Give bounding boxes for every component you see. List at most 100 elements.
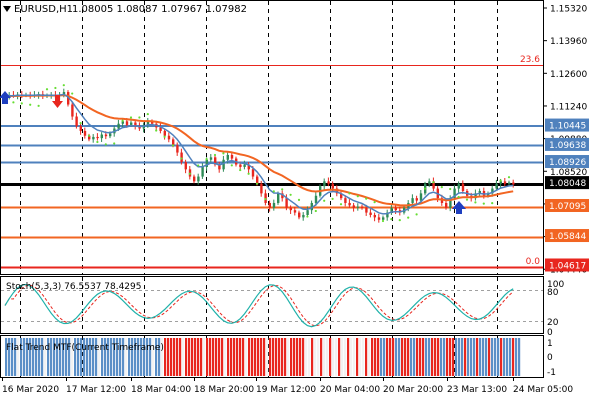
candle-body [314,195,318,203]
candle-body [71,104,74,117]
hist-bar [26,338,29,376]
candle-body [130,122,133,125]
sar-dot [239,168,242,172]
hist-bar [305,338,308,376]
stoch-scale-0: 0 [547,328,553,338]
sar-dot [213,153,217,157]
hist-bar [374,338,377,376]
sar-dot [54,86,57,90]
hist-bar [458,338,461,376]
sar-dot [449,187,452,191]
stoch-scale-100: 100 [547,280,564,290]
price-tag: 1.10445 [549,122,586,132]
candle-body [226,154,229,160]
symbol-dropdown-icon[interactable] [3,6,11,12]
price-tag: 1.08926 [549,158,586,168]
sar-dot [381,219,385,223]
hist-bar [254,338,257,376]
sar-dot [113,142,116,145]
hist-bar [335,338,338,376]
sar-dot [12,101,15,104]
sar-dot [247,172,250,175]
hist-bar [431,338,434,376]
candle-body [167,135,171,140]
hist-bar [233,338,236,376]
hist-bar [275,338,278,376]
candle-body [495,183,498,189]
sar-dot [432,181,435,184]
hist-bar [77,338,80,376]
hist-bar [182,338,185,376]
hist-bar [155,338,158,376]
symbol-timeframe[interactable]: EURUSD,H1 [14,4,73,15]
hist-bar [260,338,263,376]
candle-body [285,198,288,208]
main-chart-frame[interactable] [0,0,544,275]
flat-trend-histogram[interactable] [5,338,521,376]
candle-body [138,126,141,129]
hist-bar [428,338,431,376]
hist-bar [68,338,71,376]
hist-bar [128,338,131,376]
hist-bar [278,338,281,376]
hist-bar [95,338,98,376]
hist-bar [200,338,203,376]
candle-body [209,157,213,160]
stochastic-oscillator[interactable] [1,283,543,328]
hist-bar [323,338,326,376]
sar-dot [491,201,494,205]
hist-bar [362,338,365,376]
hist-bar [92,338,95,376]
buy-arrow-icon[interactable] [452,201,466,214]
hist-bar [125,338,128,376]
hist-bar [161,338,164,376]
sell-arrow-icon[interactable] [52,95,63,108]
candle-body [310,202,313,211]
candle-body [256,176,259,184]
candle-body [306,210,309,215]
sar-dot [507,176,511,179]
sar-dot [474,201,477,204]
sar-dot [121,119,124,122]
candle-body [239,164,242,167]
price-tag-bg [545,198,589,212]
hist-bar [80,338,83,376]
hist-bar [308,338,311,376]
hist-bar [122,338,125,376]
sar-dot [255,182,259,185]
candle-body [377,217,381,220]
hist-bar [347,338,350,376]
candle-body [340,193,343,199]
hist-bar [284,338,287,376]
time-label: 20 Mar 04:00 [320,385,380,395]
candle-body [214,157,217,165]
hist-bar [398,338,401,376]
hist-bar [224,338,227,376]
candle-body [104,134,108,137]
hist-bar [221,338,224,376]
hist-bar [332,338,335,376]
hist-bar [53,338,56,376]
price-label: 1.13960 [550,37,587,47]
buy-arrow-icon[interactable] [0,91,11,104]
time-axis[interactable]: 16 Mar 2020 17 Mar 12:00 18 Mar 04:00 18 Ma… [2,377,573,395]
candle-body [197,176,200,182]
candle-body [453,188,456,199]
sar-dot [129,116,133,119]
price-tag-bg [545,229,589,243]
hist-bar [116,338,119,376]
hist-bar [74,338,77,376]
hist-bar [476,338,479,376]
candle-body [323,181,326,187]
hist-bar [455,338,458,376]
hist-bar [326,338,329,376]
hist-bar [230,338,233,376]
sar-dot [171,144,175,147]
time-label: 16 Mar 2020 [2,385,59,395]
moving-averages [4,93,514,215]
stochastic-label: Stoch(5,3,3) 76.5537 78.4295 [6,282,141,292]
candle-body [344,198,347,203]
sar-dot [37,104,40,107]
hist-bar [488,338,491,376]
